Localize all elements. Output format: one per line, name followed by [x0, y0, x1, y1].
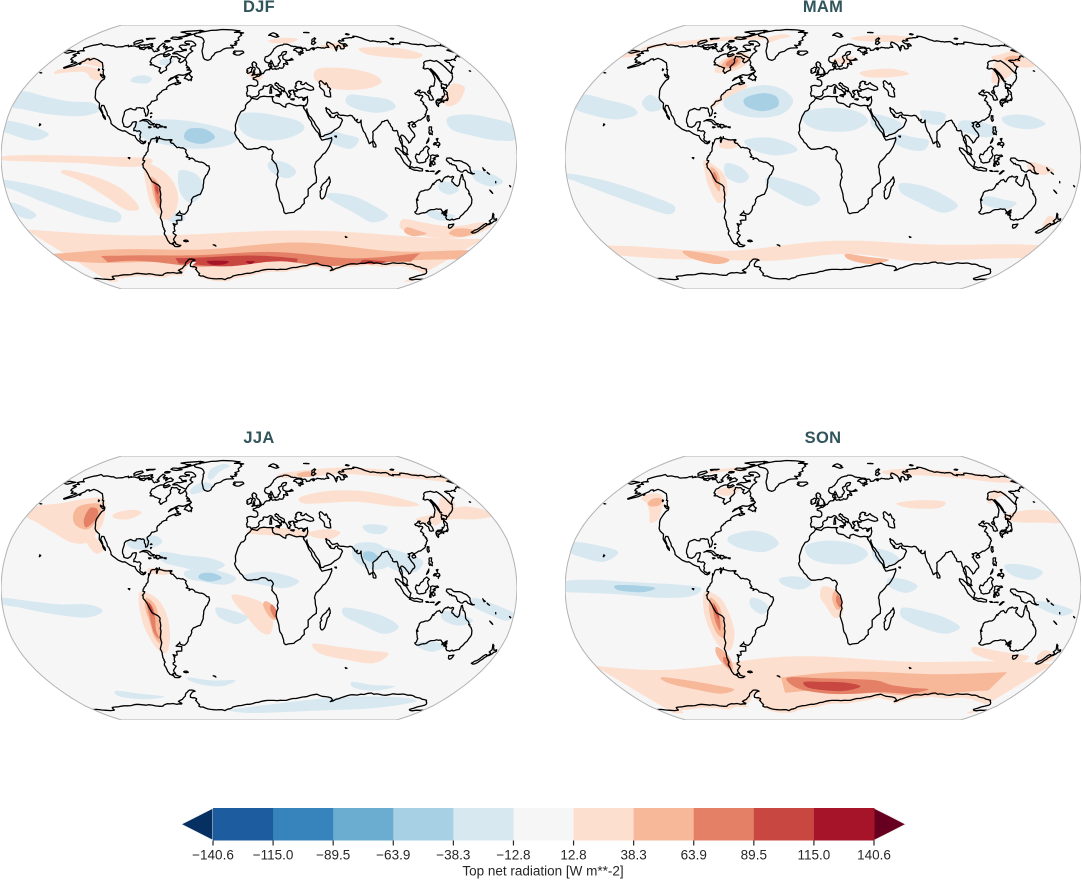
svg-text:63.9: 63.9 — [681, 848, 707, 863]
svg-text:−89.5: −89.5 — [316, 848, 350, 863]
svg-text:−38.3: −38.3 — [436, 848, 470, 863]
svg-text:38.3: 38.3 — [620, 848, 646, 863]
svg-text:−115.0: −115.0 — [253, 848, 294, 863]
svg-text:89.5: 89.5 — [741, 848, 767, 863]
svg-text:−63.9: −63.9 — [376, 848, 410, 863]
svg-text:Top net radiation [W m**-2]: Top net radiation [W m**-2] — [462, 864, 623, 879]
svg-text:12.8: 12.8 — [560, 848, 586, 863]
svg-text:−140.6: −140.6 — [192, 848, 234, 863]
svg-text:140.6: 140.6 — [857, 848, 891, 863]
svg-text:−12.8: −12.8 — [496, 848, 530, 863]
svg-text:115.0: 115.0 — [798, 848, 831, 863]
